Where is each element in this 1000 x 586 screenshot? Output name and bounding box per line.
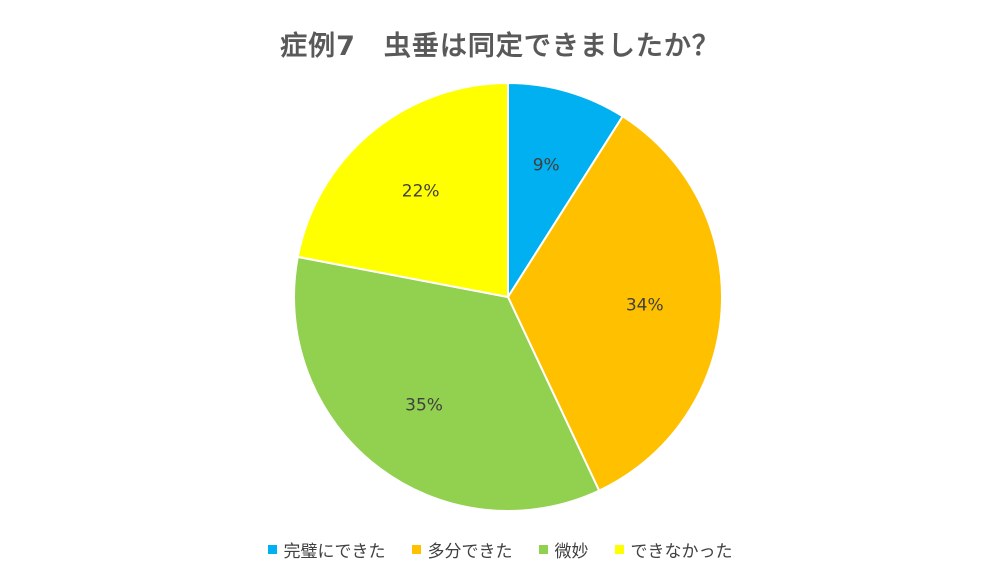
legend-swatch-2 bbox=[411, 545, 421, 554]
legend-swatch-1 bbox=[267, 545, 277, 554]
data-label-4: 22% bbox=[402, 181, 440, 201]
data-label-3: 35% bbox=[405, 395, 443, 415]
legend-item-1: 完璧にできた bbox=[267, 537, 386, 562]
data-label-1: 9% bbox=[533, 155, 560, 175]
legend-label-3: 微妙 bbox=[554, 542, 589, 562]
pie-slice-4 bbox=[296, 81, 509, 299]
legend: 完璧にできた 多分できた 微妙 できなかった bbox=[0, 537, 1000, 562]
legend-label-4: できなかった bbox=[630, 542, 733, 562]
legend-item-4: できなかった bbox=[614, 537, 733, 562]
legend-item-3: 微妙 bbox=[538, 537, 589, 562]
pie-slice-1 bbox=[507, 81, 625, 301]
legend-item-2: 多分できた bbox=[411, 537, 513, 562]
pie-slice-3 bbox=[293, 255, 601, 512]
legend-swatch-4 bbox=[614, 545, 624, 554]
pie-slice-2 bbox=[506, 114, 723, 492]
legend-label-1: 完璧にできた bbox=[283, 542, 386, 562]
legend-label-2: 多分できた bbox=[427, 542, 513, 562]
chart-title: 症例7 虫垂は同定できましたか？ bbox=[280, 31, 720, 62]
data-label-2: 34% bbox=[626, 296, 664, 316]
legend-swatch-3 bbox=[538, 545, 548, 554]
